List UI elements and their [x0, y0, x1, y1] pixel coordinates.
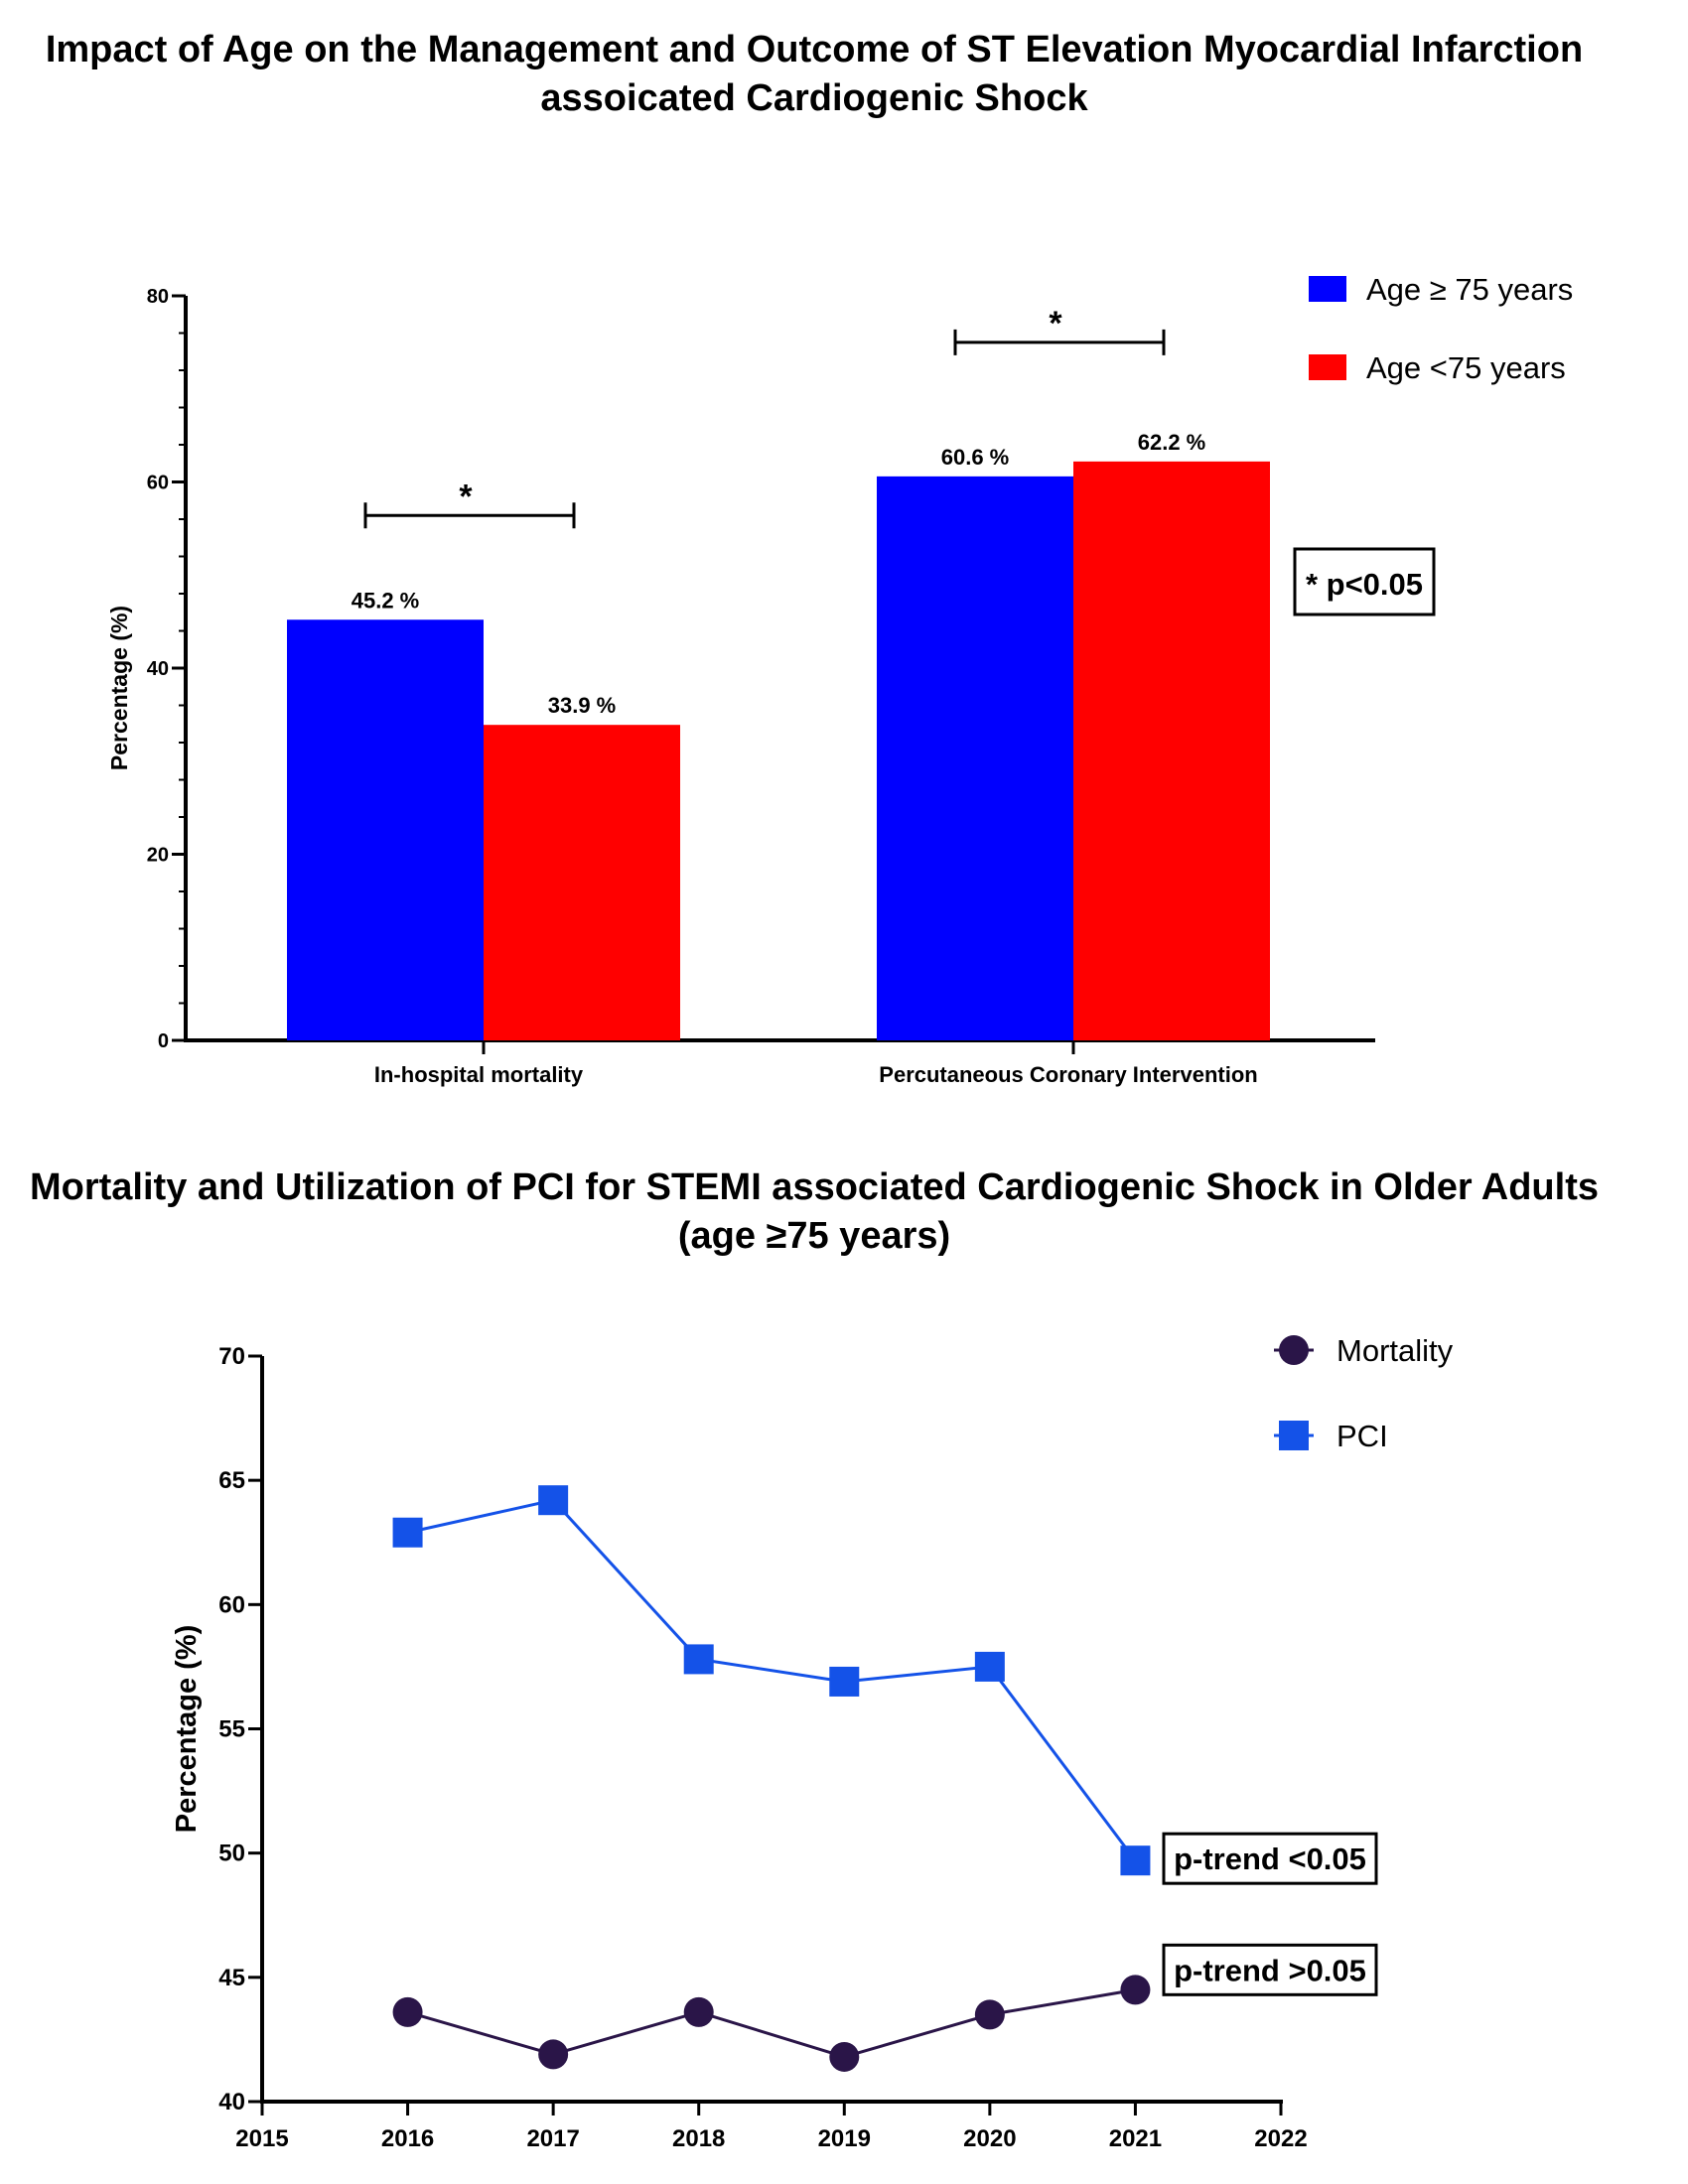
significance-note: * p<0.05	[1306, 567, 1423, 602]
bar-data-label: 60.6 %	[941, 445, 1010, 470]
pci-point	[683, 1644, 714, 1675]
significance-star: *	[1049, 305, 1062, 342]
bar-age-75-plus	[877, 476, 1073, 1040]
y-tick-label: 60	[147, 473, 169, 494]
pci-point	[1120, 1845, 1151, 1876]
y-tick-label: 45	[218, 1965, 245, 1991]
bar-data-label: 45.2 %	[352, 588, 420, 613]
bar-data-label: 62.2 %	[1138, 430, 1206, 455]
x-tick-label: 2017	[526, 2125, 579, 2152]
mortality-point	[974, 1999, 1005, 2030]
x-tick-label: 2016	[381, 2125, 434, 2152]
chart1-title: Impact of Age on the Management and Outc…	[45, 29, 1584, 119]
p-trend-label: p-trend <0.05	[1174, 1842, 1366, 1876]
legend-swatch	[1309, 354, 1346, 380]
chart2-title: Mortality and Utilization of PCI for STE…	[29, 1166, 1599, 1257]
x-tick-label: 2019	[818, 2125, 871, 2152]
mortality-point	[538, 2039, 569, 2070]
legend-label: Age ≥ 75 years	[1366, 272, 1573, 307]
legend-label: Mortality	[1336, 1333, 1454, 1368]
x-tick-label: 2022	[1254, 2125, 1307, 2152]
y-tick-label: 20	[147, 845, 169, 867]
bar-data-label: 33.9 %	[548, 693, 617, 718]
y-tick-label: 40	[218, 2089, 245, 2116]
x-tick-label: 2020	[963, 2125, 1016, 2152]
legend-marker	[1279, 1421, 1309, 1450]
pci-point	[829, 1666, 860, 1697]
pci-point	[392, 1517, 423, 1548]
significance-star: *	[459, 478, 473, 515]
mortality-point	[392, 1996, 423, 2027]
mortality-line	[407, 1987, 1136, 2059]
x-tick-label: 2015	[235, 2125, 288, 2152]
significance-note-box	[1293, 547, 1436, 616]
y-tick-label: 70	[218, 1343, 245, 1370]
x-category-label: Percutaneous Coronary Intervention	[879, 1062, 1257, 1087]
bar-chart: 0 20 40 60 80 Percentage (%) 45.2 % 33.9 % In-ho…	[106, 272, 1573, 1087]
legend-label: PCI	[1336, 1419, 1388, 1453]
y-tick-label: 40	[147, 658, 169, 680]
legend-marker	[1279, 1335, 1309, 1365]
y-tick-label: 60	[218, 1591, 245, 1618]
legend-swatch	[1309, 276, 1346, 302]
mortality-point	[683, 1996, 714, 2027]
pci-point	[538, 1485, 569, 1516]
x-tick-label: 2021	[1109, 2125, 1162, 2152]
y-tick-label: 65	[218, 1467, 245, 1494]
y-tick-label: 0	[158, 1030, 169, 1052]
x-tick-label: 2018	[672, 2125, 725, 2152]
bar-age-75-plus	[287, 619, 484, 1040]
mortality-point	[829, 2041, 860, 2072]
pci-point	[974, 1651, 1005, 1682]
bar-age-under-75	[484, 725, 680, 1040]
x-category-label: In-hospital mortality	[374, 1062, 584, 1087]
y-tick-label: 50	[218, 1841, 245, 1867]
p-trend-label: p-trend >0.05	[1174, 1953, 1366, 1987]
legend-label: Age <75 years	[1366, 350, 1566, 385]
y-axis-label: Percentage (%)	[106, 606, 132, 770]
p-trend-box	[1162, 1943, 1378, 1996]
p-trend-box	[1162, 1832, 1378, 1885]
y-tick-label: 55	[218, 1716, 245, 1743]
y-axis-label: Percentage (%)	[171, 1625, 203, 1834]
pci-line	[407, 1498, 1137, 1862]
bar-age-under-75	[1073, 461, 1270, 1040]
mortality-point	[1120, 1975, 1151, 2005]
y-tick-label: 80	[147, 286, 169, 308]
